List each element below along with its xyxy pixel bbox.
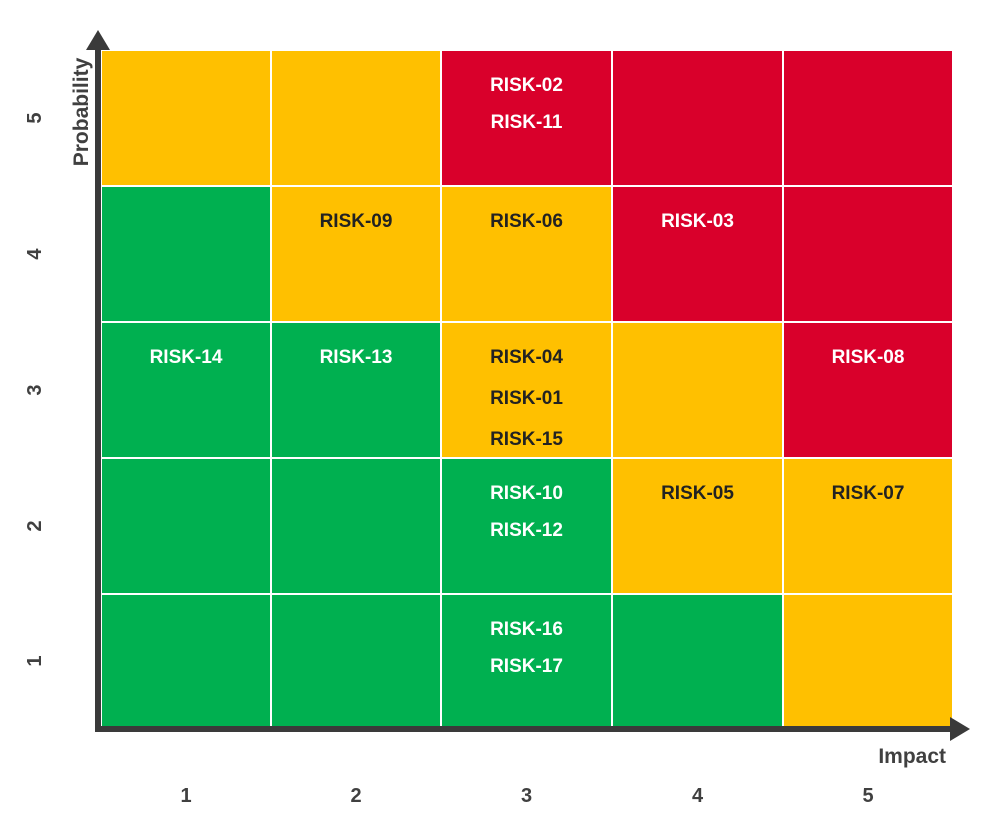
risk-label-risk-08: RISK-08	[832, 347, 905, 368]
matrix-cell-impact-5-prob-5	[782, 49, 954, 187]
risk-labels: RISK-02 RISK-11 RISK-09 RISK-06 RISK-03 RISK-…	[150, 75, 905, 677]
risk-label-risk-16: RISK-16	[490, 619, 563, 640]
matrix-cell-impact-4-prob-3	[611, 321, 784, 459]
matrix-cell-impact-2-prob-1	[270, 593, 442, 729]
risk-label-risk-10: RISK-10	[490, 483, 563, 504]
y-tick-label-1: 1	[24, 655, 46, 666]
y-tick-label-3: 3	[24, 384, 46, 395]
risk-label-risk-02: RISK-02	[490, 75, 563, 96]
matrix-cell-impact-5-prob-1	[782, 593, 954, 729]
risk-label-risk-14: RISK-14	[150, 347, 223, 368]
risk-label-risk-09: RISK-09	[320, 211, 393, 232]
matrix-cell-impact-4-prob-4	[611, 185, 784, 323]
risk-label-risk-04: RISK-04	[490, 347, 563, 368]
matrix-cell-impact-2-prob-5	[270, 49, 442, 187]
x-tick-label-3: 3	[521, 785, 532, 807]
x-axis-arrowhead	[950, 717, 970, 741]
risk-label-risk-11: RISK-11	[491, 112, 563, 133]
matrix-cell-impact-1-prob-1	[100, 593, 272, 729]
x-tick-label-1: 1	[180, 785, 191, 807]
risk-label-risk-05: RISK-05	[661, 483, 734, 504]
risk-label-risk-12: RISK-12	[490, 520, 563, 541]
risk-label-risk-06: RISK-06	[490, 211, 563, 232]
tick-labels: 1 2 3 4 5 1 2 3 4 5	[24, 112, 874, 807]
matrix-cell-impact-5-prob-2	[782, 457, 954, 595]
risk-label-risk-01: RISK-01	[490, 388, 563, 409]
y-tick-label-2: 2	[24, 520, 46, 531]
y-tick-label-4: 4	[24, 248, 46, 260]
matrix-cell-impact-4-prob-5	[611, 49, 784, 187]
matrix-cells	[100, 49, 954, 729]
matrix-cell-impact-5-prob-4	[782, 185, 954, 323]
y-axis-arrowhead	[86, 30, 110, 50]
y-tick-label-5: 5	[24, 112, 46, 123]
matrix-cell-impact-3-prob-1	[440, 593, 613, 729]
matrix-cell-impact-2-prob-2	[270, 457, 442, 595]
matrix-cell-impact-3-prob-4	[440, 185, 613, 323]
risk-label-risk-03: RISK-03	[661, 211, 734, 232]
matrix-cell-impact-3-prob-5	[440, 49, 613, 187]
matrix-cell-impact-4-prob-2	[611, 457, 784, 595]
risk-label-risk-15: RISK-15	[490, 429, 563, 450]
matrix-cell-impact-4-prob-1	[611, 593, 784, 729]
x-axis-label: Impact	[878, 745, 946, 768]
matrix-cell-impact-1-prob-4	[100, 185, 272, 323]
matrix-cell-impact-1-prob-3	[100, 321, 272, 459]
matrix-cell-impact-2-prob-3	[270, 321, 442, 459]
matrix-cell-impact-1-prob-2	[100, 457, 272, 595]
matrix-cell-impact-3-prob-2	[440, 457, 613, 595]
risk-label-risk-13: RISK-13	[320, 347, 393, 368]
matrix-cell-impact-5-prob-3	[782, 321, 954, 459]
y-axis-label: Probability	[70, 57, 93, 166]
x-tick-label-4: 4	[692, 785, 704, 807]
matrix-cell-impact-2-prob-4	[270, 185, 442, 323]
x-tick-label-5: 5	[862, 785, 873, 807]
axes: Probability Impact	[70, 30, 970, 768]
risk-label-risk-07: RISK-07	[832, 483, 905, 504]
matrix-cell-impact-1-prob-5	[100, 49, 272, 187]
risk-label-risk-17: RISK-17	[490, 656, 563, 677]
matrix-cell-impact-3-prob-3	[440, 321, 613, 459]
x-tick-label-2: 2	[350, 785, 361, 807]
